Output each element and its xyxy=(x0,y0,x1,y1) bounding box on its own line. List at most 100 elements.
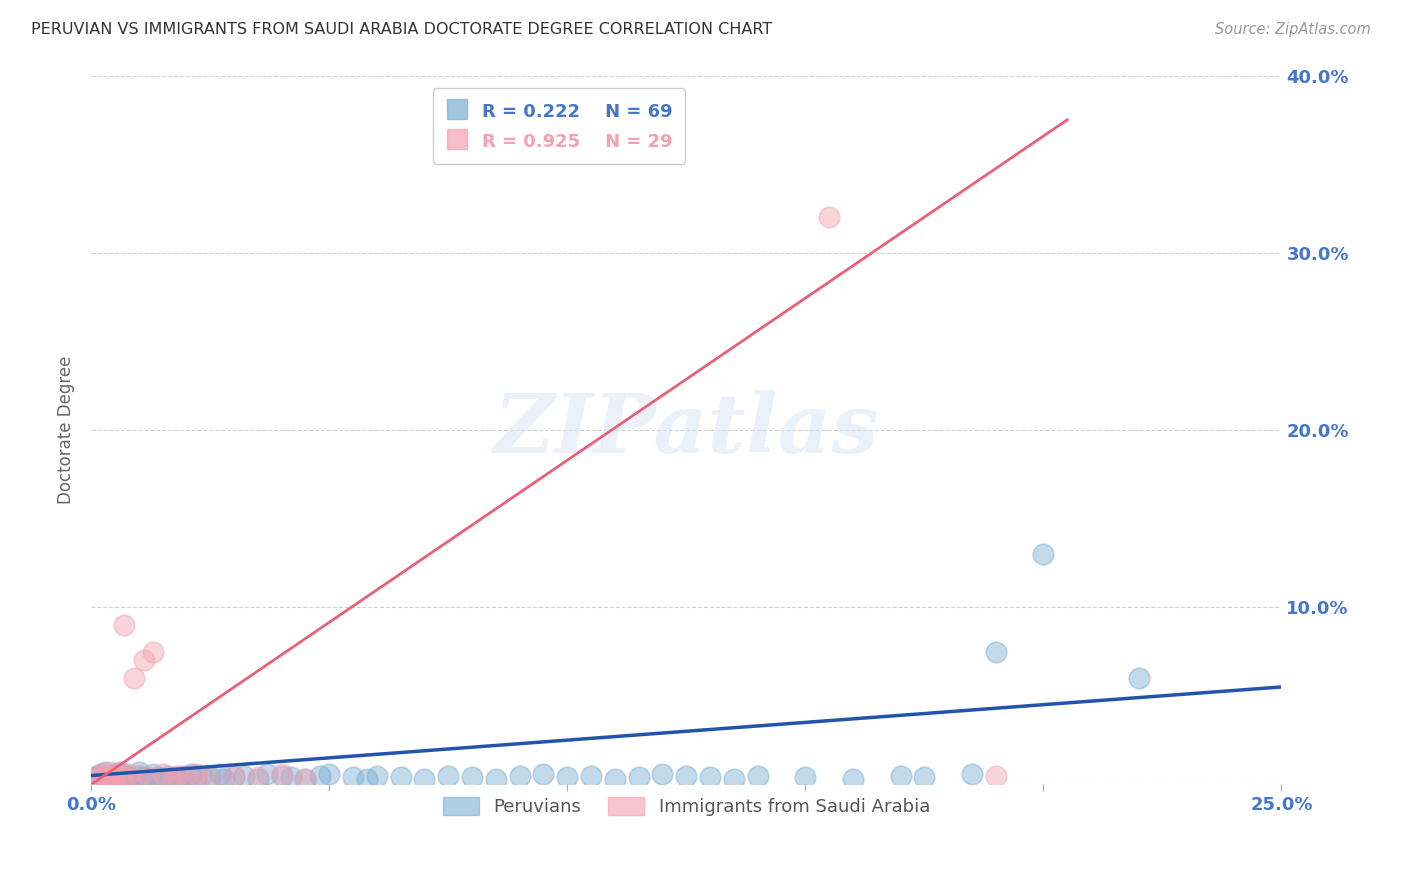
Point xyxy=(533,766,555,780)
Point xyxy=(651,766,673,780)
Point xyxy=(190,768,212,782)
Point xyxy=(294,772,316,786)
Point xyxy=(180,766,202,780)
Point xyxy=(122,671,145,685)
Point xyxy=(256,766,278,780)
Point xyxy=(579,768,602,782)
Point xyxy=(389,770,412,784)
Point xyxy=(90,772,112,786)
Point xyxy=(136,772,159,786)
Text: PERUVIAN VS IMMIGRANTS FROM SAUDI ARABIA DOCTORATE DEGREE CORRELATION CHART: PERUVIAN VS IMMIGRANTS FROM SAUDI ARABIA… xyxy=(31,22,772,37)
Point xyxy=(128,768,150,782)
Point xyxy=(118,770,141,784)
Point xyxy=(114,766,136,780)
Point xyxy=(1032,547,1054,561)
Point xyxy=(356,772,378,786)
Point xyxy=(308,768,330,782)
Point xyxy=(146,770,169,784)
Point xyxy=(94,764,117,779)
Point xyxy=(104,770,127,784)
Point xyxy=(118,766,141,780)
Point xyxy=(90,772,112,786)
Point xyxy=(342,770,364,784)
Point xyxy=(461,770,484,784)
Point xyxy=(170,768,193,782)
Point xyxy=(627,770,650,784)
Point xyxy=(84,770,107,784)
Text: Source: ZipAtlas.com: Source: ZipAtlas.com xyxy=(1215,22,1371,37)
Point xyxy=(98,770,121,784)
Point xyxy=(912,770,935,784)
Point xyxy=(747,768,769,782)
Point xyxy=(818,211,841,225)
Point xyxy=(214,772,236,786)
Point xyxy=(152,772,174,786)
Point xyxy=(142,766,165,780)
Point xyxy=(114,618,136,632)
Point xyxy=(984,768,1007,782)
Point xyxy=(270,768,292,782)
Point xyxy=(984,644,1007,658)
Point xyxy=(413,772,436,786)
Point xyxy=(176,770,198,784)
Point xyxy=(318,766,340,780)
Point xyxy=(128,764,150,779)
Point xyxy=(90,766,112,780)
Text: ZIPatlas: ZIPatlas xyxy=(494,390,879,470)
Point xyxy=(160,772,183,786)
Point xyxy=(104,766,127,780)
Point xyxy=(842,772,865,786)
Point xyxy=(156,768,179,782)
Point xyxy=(98,764,121,779)
Point xyxy=(122,772,145,786)
Point xyxy=(94,770,117,784)
Point xyxy=(208,766,231,780)
Point xyxy=(84,768,107,782)
Point xyxy=(198,772,221,786)
Point xyxy=(108,764,131,779)
Point xyxy=(98,768,121,782)
Point xyxy=(176,770,198,784)
Point xyxy=(104,772,127,786)
Point xyxy=(509,768,531,782)
Point xyxy=(160,770,183,784)
Point xyxy=(132,770,155,784)
Point xyxy=(108,768,131,782)
Point xyxy=(723,772,745,786)
Point xyxy=(246,770,269,784)
Point xyxy=(280,770,302,784)
Point xyxy=(198,770,221,784)
Point xyxy=(222,770,245,784)
Point xyxy=(699,770,721,784)
Point xyxy=(485,772,508,786)
Point xyxy=(152,766,174,780)
Point xyxy=(294,772,316,786)
Point xyxy=(675,768,697,782)
Point xyxy=(437,768,460,782)
Point xyxy=(184,772,207,786)
Point xyxy=(246,772,269,786)
Point xyxy=(366,768,388,782)
Point xyxy=(794,770,817,784)
Y-axis label: Doctorate Degree: Doctorate Degree xyxy=(58,356,75,504)
Point xyxy=(136,770,159,784)
Point xyxy=(555,770,578,784)
Point xyxy=(890,768,912,782)
Point xyxy=(108,772,131,786)
Legend: Peruvians, Immigrants from Saudi Arabia: Peruvians, Immigrants from Saudi Arabia xyxy=(433,788,939,825)
Point xyxy=(128,768,150,782)
Point xyxy=(104,766,127,780)
Point xyxy=(232,768,254,782)
Point xyxy=(114,768,136,782)
Point xyxy=(222,768,245,782)
Point xyxy=(184,766,207,780)
Point xyxy=(1128,671,1150,685)
Point xyxy=(114,770,136,784)
Point xyxy=(603,772,626,786)
Point xyxy=(98,772,121,786)
Point xyxy=(166,772,188,786)
Point xyxy=(142,644,165,658)
Point xyxy=(166,768,188,782)
Point xyxy=(132,653,155,667)
Point xyxy=(270,766,292,780)
